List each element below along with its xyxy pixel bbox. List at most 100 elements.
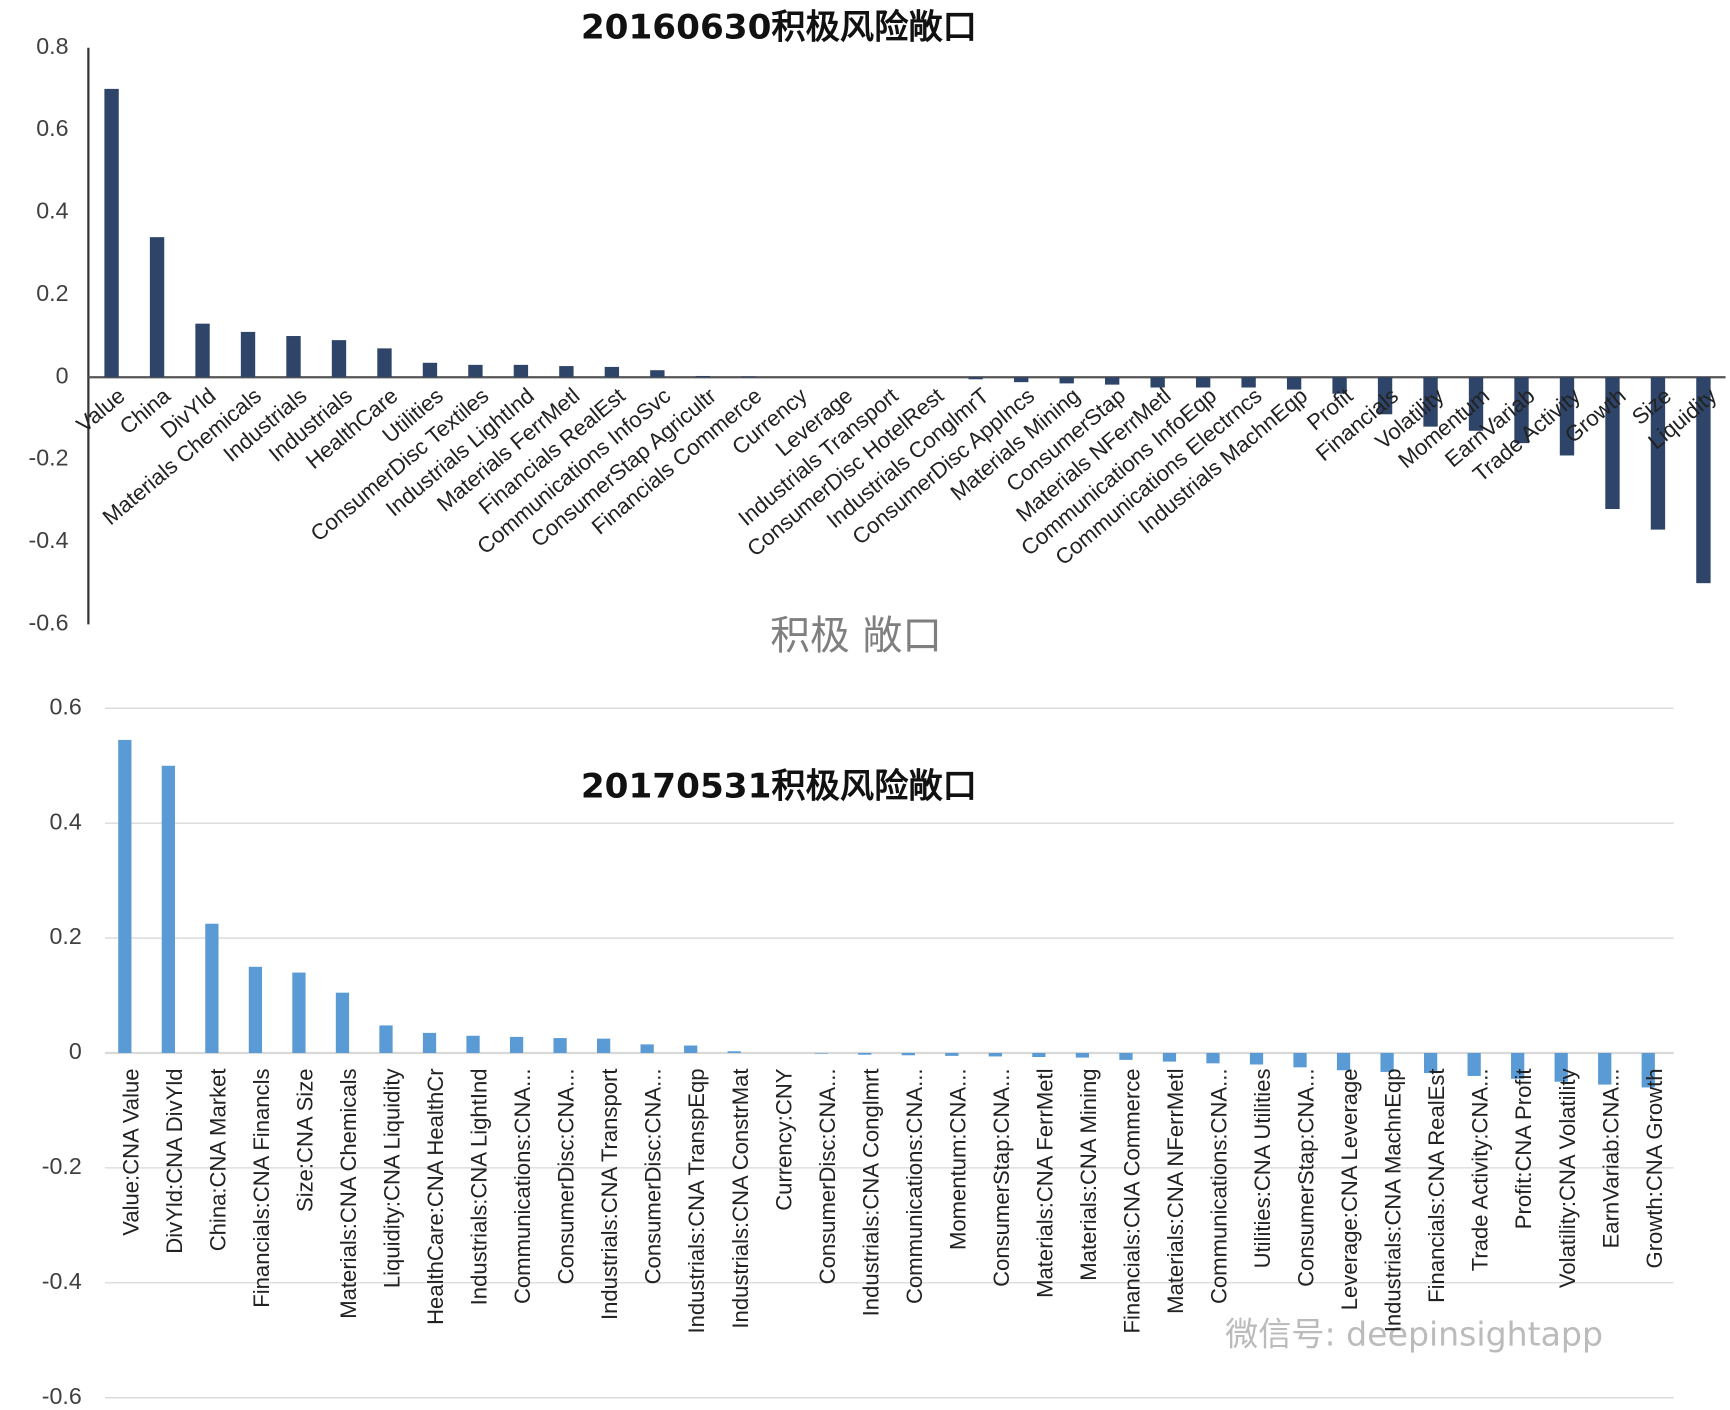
- bar: [149, 237, 165, 378]
- bar: [727, 1051, 741, 1053]
- bar: [1150, 377, 1165, 388]
- bar: [466, 1035, 480, 1053]
- bar: [858, 1052, 872, 1055]
- y-tick-label: 0.4: [50, 808, 82, 834]
- x-tick-label: Size:CNA Size: [292, 1068, 317, 1212]
- bar: [604, 366, 620, 378]
- x-tick-label: Profit:CNA Profit: [1511, 1068, 1536, 1229]
- bar: [553, 1038, 567, 1053]
- x-tick-label: EarnVariab:CNA...: [1598, 1068, 1623, 1248]
- bar: [695, 375, 711, 378]
- y-tick-label: -0.2: [42, 1153, 82, 1179]
- bar: [1468, 377, 1484, 431]
- bar: [161, 765, 175, 1053]
- bar: [1467, 1052, 1481, 1076]
- bar: [118, 739, 132, 1053]
- bar: [1380, 1052, 1394, 1072]
- bar: [195, 323, 210, 378]
- y-tick-label: -0.6: [42, 1383, 82, 1409]
- bar: [901, 1052, 915, 1056]
- x-tick-label: China:CNA Market: [205, 1068, 230, 1251]
- bar: [286, 336, 301, 378]
- bar: [741, 376, 756, 378]
- bar: [1696, 377, 1711, 584]
- bar: [422, 1032, 437, 1053]
- x-tick-label: ConsumerDisc:CNA...: [815, 1068, 840, 1284]
- y-tick-label: -0.4: [29, 527, 69, 553]
- bar: [1162, 1052, 1177, 1062]
- bar: [1104, 377, 1120, 385]
- x-tick-label: Materials:CNA Chemicals: [336, 1068, 361, 1318]
- x-tick-label: Trade Activity:CNA...: [1468, 1068, 1493, 1271]
- x-tick-label: Industrials:CNA TranspEqp: [684, 1068, 709, 1333]
- bar: [422, 362, 438, 378]
- bar: [1554, 1052, 1568, 1082]
- bar: [945, 1052, 959, 1056]
- y-tick-label: 0.4: [36, 198, 68, 224]
- bar: [1195, 377, 1211, 388]
- y-tick-label: 0.2: [50, 923, 82, 949]
- bar: [1241, 377, 1256, 388]
- y-tick-label: 0: [69, 1038, 82, 1064]
- bar: [1605, 377, 1620, 510]
- x-tick-label: Industrials:CNA ConstrMat: [728, 1068, 753, 1328]
- x-tick-label: Value:CNA Value: [118, 1068, 143, 1235]
- bar: [1511, 1052, 1525, 1079]
- x-tick-label: Financials:CNA Financls: [249, 1068, 274, 1307]
- bar: [1293, 1052, 1307, 1068]
- x-tick-label: Communications:CNA...: [1207, 1068, 1232, 1304]
- x-tick-label: Utilities:CNA Utilities: [1250, 1068, 1275, 1268]
- bar: [1598, 1052, 1612, 1085]
- bar: [1377, 377, 1393, 415]
- x-tick-label: DivYld:CNA DivYld: [162, 1068, 187, 1253]
- x-tick-label: Liquidity:CNA Liquidity: [380, 1068, 405, 1288]
- x-tick-label: Communications:CNA...: [510, 1068, 535, 1304]
- bar: [968, 377, 983, 380]
- bar: [1059, 377, 1074, 384]
- y-tick-label: 0.6: [50, 693, 82, 719]
- bar: [684, 1045, 698, 1053]
- x-tick-label: Momentum:CNA...: [945, 1068, 970, 1250]
- bar: [596, 1038, 611, 1053]
- bar: [1423, 377, 1438, 427]
- x-tick-label: ConsumerStap:CNA...: [989, 1068, 1014, 1286]
- x-tick-label: Materials:CNA NFerrMetl: [1163, 1068, 1188, 1313]
- bar: [1332, 377, 1347, 394]
- bar: [1514, 377, 1529, 444]
- bar: [248, 966, 263, 1053]
- y-tick-label: 0.2: [36, 280, 68, 306]
- bar: [331, 340, 347, 378]
- bar: [1559, 377, 1575, 456]
- x-tick-label: ConsumerDisc:CNA...: [641, 1068, 666, 1284]
- bar: [205, 923, 219, 1053]
- bar: [1423, 1052, 1438, 1074]
- bar: [292, 972, 306, 1053]
- x-tick-label: Growth:CNA Growth: [1642, 1068, 1667, 1268]
- x-axis-label: 积极 敞口: [770, 613, 942, 659]
- bar: [1014, 377, 1029, 383]
- bar: [1650, 377, 1666, 530]
- x-tick-label: HealthCare:CNA HealthCr: [423, 1068, 448, 1324]
- x-tick-label: Currency:CNY: [771, 1068, 796, 1211]
- x-tick-label: ConsumerDisc:CNA...: [554, 1068, 579, 1284]
- bar: [379, 1025, 393, 1053]
- x-tick-label: Volatility:CNA Volatility: [1555, 1068, 1580, 1288]
- bar: [104, 88, 119, 378]
- y-tick-label: -0.6: [29, 609, 69, 635]
- x-tick-label: Financials:CNA RealEst: [1424, 1068, 1449, 1302]
- bar: [1249, 1052, 1264, 1065]
- x-tick-label: Communications:CNA...: [902, 1068, 927, 1304]
- bar: [468, 364, 483, 378]
- bar: [509, 1036, 524, 1053]
- x-tick-label: Leverage:CNA Leverage: [1337, 1068, 1362, 1310]
- bar: [1032, 1052, 1046, 1058]
- x-tick-label: Industrials:CNA Transport: [597, 1068, 622, 1320]
- x-tick-label: Industrials:CNA Conglmrt: [858, 1068, 883, 1316]
- bar: [240, 331, 256, 378]
- y-tick-label: 0.8: [36, 33, 68, 59]
- y-tick-label: 0: [56, 362, 69, 388]
- y-tick-label: -0.4: [42, 1268, 82, 1294]
- x-tick-label: Value: [72, 383, 130, 437]
- bar: [814, 1052, 828, 1054]
